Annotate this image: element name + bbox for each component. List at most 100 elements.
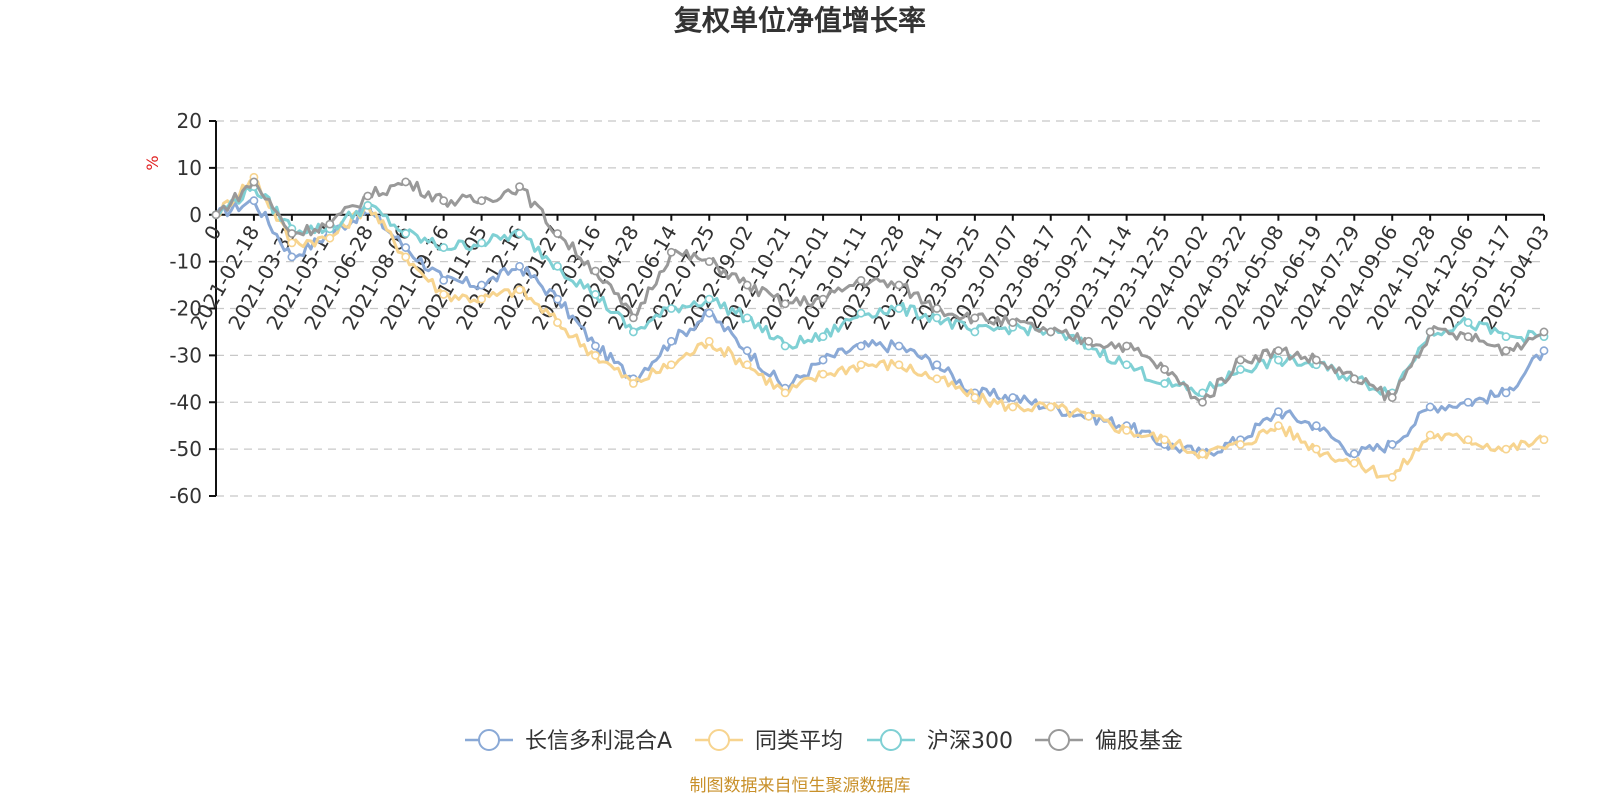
source-note: 制图数据来自恒生聚源数据库 <box>690 776 911 796</box>
legend-marker <box>708 729 730 751</box>
series-1-point <box>249 196 259 206</box>
series-1-point <box>1274 407 1283 417</box>
series-2-point <box>1008 402 1018 412</box>
series-4-point <box>1274 346 1283 356</box>
series-4-point <box>1198 397 1207 407</box>
series-2-point <box>1387 472 1397 482</box>
series-3-point <box>1198 388 1207 398</box>
series-3-point <box>742 313 752 323</box>
y-tick-label: -50 <box>169 437 202 461</box>
series-4-point <box>742 280 752 290</box>
series-4-point <box>1236 355 1245 365</box>
series-2-point <box>780 388 790 398</box>
series-4-point <box>249 177 259 187</box>
series-4-point <box>1046 327 1056 337</box>
series-2-point <box>1463 435 1473 445</box>
chart-title: 复权单位净值增长率 <box>674 4 926 37</box>
legend-marker <box>478 729 500 751</box>
series-4-point <box>1122 341 1132 351</box>
series-3-point <box>628 327 638 337</box>
series-1-point <box>704 308 714 318</box>
series-4-point <box>1160 365 1169 374</box>
series-1-point <box>515 261 524 271</box>
series-1-point <box>1463 397 1473 407</box>
series-1-point <box>666 336 676 346</box>
series-3-point <box>477 238 486 248</box>
series-2-point <box>1160 435 1169 445</box>
series-4-point <box>666 247 676 257</box>
series-layer <box>211 172 1549 482</box>
series-4-point <box>780 299 790 309</box>
series-2-point <box>1122 425 1132 435</box>
series-line-2 <box>215 175 1546 479</box>
series-1-point <box>856 341 866 351</box>
series-1-point <box>1501 388 1511 398</box>
series-4-point <box>1425 327 1435 337</box>
series-3-point <box>1274 355 1283 365</box>
series-4-point <box>1349 374 1359 384</box>
legend-label: 长信多利混合A <box>525 729 672 754</box>
y-tick-label: 0 <box>189 203 202 227</box>
series-2-point <box>970 393 980 402</box>
series-4-point <box>818 294 828 304</box>
series-1-point <box>1311 421 1321 431</box>
series-4-point <box>856 275 866 285</box>
series-2-point <box>553 318 562 327</box>
series-2-point <box>628 379 638 388</box>
series-4-point <box>1387 393 1397 402</box>
legend-item-1: 长信多利混合A <box>465 729 672 754</box>
series-1-point <box>591 341 600 351</box>
legend-marker <box>880 729 902 751</box>
series-3-point <box>553 261 562 271</box>
series-2-point <box>401 252 411 262</box>
series-4-point <box>894 280 904 290</box>
series-2-point <box>1236 440 1245 449</box>
series-2-point <box>1084 411 1094 421</box>
series-3-point <box>704 294 714 304</box>
series-1-point <box>477 280 486 290</box>
series-1-point <box>1539 346 1549 356</box>
series-3-point <box>401 229 411 238</box>
series-4-point <box>515 182 524 192</box>
series-3-point <box>818 332 828 342</box>
series-2-point <box>1539 435 1549 445</box>
y-tick-label: -20 <box>169 297 202 321</box>
series-2-point <box>287 238 297 248</box>
series-1-point <box>401 243 411 252</box>
series-3-point <box>1463 318 1473 327</box>
x-tick-label: 0 <box>199 221 226 244</box>
legend-label: 偏股基金 <box>1095 729 1183 754</box>
series-2-point <box>1425 430 1435 440</box>
series-2-point <box>666 360 676 370</box>
series-2-point <box>704 336 714 346</box>
series-1-point <box>932 360 942 370</box>
series-3-point <box>894 304 904 313</box>
y-tick-label: 20 <box>177 109 202 133</box>
series-1-point <box>553 294 562 304</box>
series-2-point <box>856 360 866 370</box>
series-3-point <box>363 200 373 210</box>
series-4-point <box>591 266 600 276</box>
series-4-point <box>704 257 714 267</box>
series-4-point <box>970 313 980 323</box>
legend-label: 沪深300 <box>927 729 1013 754</box>
series-3-point <box>1160 379 1169 388</box>
series-4-point <box>1501 346 1511 356</box>
series-4-point <box>553 229 562 238</box>
series-4-point <box>211 210 221 220</box>
y-tick-label: -30 <box>169 343 202 367</box>
series-3-point <box>1122 360 1132 370</box>
series-4-point <box>1008 318 1018 327</box>
legend-marker <box>1048 729 1070 751</box>
series-2-point <box>742 360 752 370</box>
series-2-point <box>1198 449 1207 459</box>
series-4-point <box>439 196 449 206</box>
series-1-point <box>894 341 904 351</box>
series-4-point <box>401 177 411 187</box>
series-3-point <box>970 327 980 337</box>
series-2-point <box>1274 421 1283 431</box>
series-1-point <box>1425 402 1435 412</box>
series-3-point <box>932 313 942 323</box>
series-2-point <box>477 294 486 304</box>
